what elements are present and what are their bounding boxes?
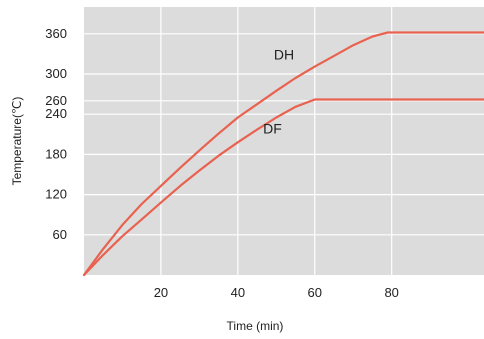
series-line-df bbox=[82, 98, 484, 277]
y-tick-label: 60 bbox=[53, 227, 67, 242]
x-tick-label: 60 bbox=[308, 285, 322, 300]
y-axis-title: Temperature(℃) bbox=[10, 97, 24, 186]
y-tick-label: 120 bbox=[45, 187, 67, 202]
series-label-df: DF bbox=[263, 121, 282, 137]
plot-area bbox=[84, 7, 484, 275]
x-axis-title: Time (min) bbox=[227, 319, 284, 333]
series-line-dh bbox=[82, 31, 484, 277]
series-lines bbox=[82, 31, 484, 277]
series-annotations: DH DF bbox=[263, 46, 294, 136]
series-label-dh: DH bbox=[274, 46, 294, 62]
y-tick-label: 240 bbox=[45, 106, 67, 121]
y-tick-label: 360 bbox=[45, 26, 67, 41]
x-tick-label: 20 bbox=[154, 285, 168, 300]
y-tick-label: 180 bbox=[45, 146, 67, 161]
y-tick-label: 300 bbox=[45, 66, 67, 81]
x-tick-label: 40 bbox=[231, 285, 245, 300]
y-tick-label: 260 bbox=[45, 93, 67, 108]
x-tick-label: 80 bbox=[384, 285, 398, 300]
